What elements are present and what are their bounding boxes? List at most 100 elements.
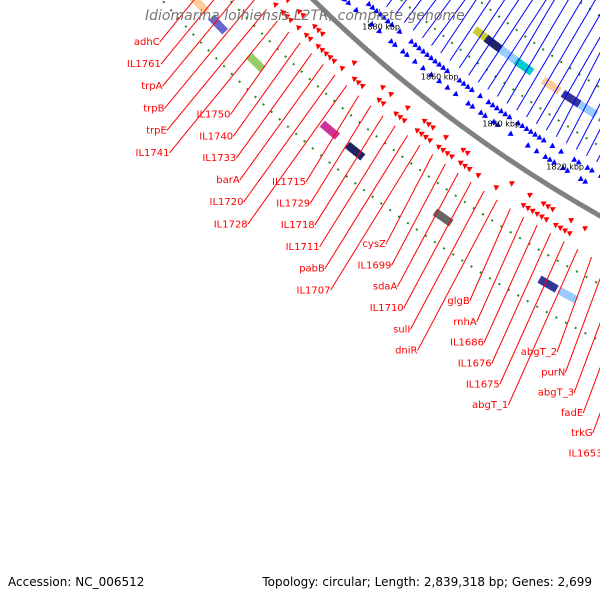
tick-label: 1880 kbp (362, 23, 400, 32)
leader-line (516, 0, 583, 111)
leader-line (169, 20, 278, 154)
leader-line (235, 53, 313, 159)
gene-arrow-102 (393, 111, 400, 117)
gene-arrow-86 (399, 48, 406, 54)
gene-arrow-191 (582, 226, 589, 232)
gene-arrow-126 (443, 134, 450, 141)
gene-arrow-47 (296, 9, 303, 15)
leader-line (232, 42, 301, 137)
gene-arrow-164 (527, 192, 533, 199)
gene-arrow-168 (571, 156, 578, 162)
gene-arrow-91 (419, 48, 426, 54)
gene-label: sdaA (373, 282, 398, 293)
gene-arrow-170 (534, 211, 541, 218)
gene-arrow-154 (536, 134, 543, 140)
leader-line (230, 31, 290, 115)
leader-line (164, 0, 255, 109)
gene-arrow-169 (564, 167, 571, 173)
gene-arrow-115 (418, 131, 425, 138)
grid-ring-3 (228, 0, 600, 286)
leader-line (506, 0, 569, 104)
gene-arrow-119 (430, 125, 437, 131)
gene-arrow-181 (552, 222, 559, 229)
gene-arrow-92 (411, 58, 418, 64)
gene-arrow-179 (588, 167, 595, 173)
gene-label: cysZ (362, 239, 386, 250)
gene-arrow-161 (558, 148, 564, 154)
grid-ring-4 (160, 0, 600, 342)
gene-arrow-104 (397, 114, 404, 121)
leader-line (526, 0, 596, 118)
gene-label: IL1750 (197, 110, 231, 121)
gene-arrow-141 (494, 121, 501, 127)
leader-line (469, 208, 511, 302)
leader-line (162, 0, 235, 87)
gene-arrow-122 (465, 100, 471, 106)
gene-arrow-140 (502, 110, 508, 117)
gene-label: pabB (299, 264, 325, 275)
gene-arrow-134 (493, 104, 500, 111)
gene-arrow-82 (391, 41, 398, 48)
genome-backbone (309, 0, 600, 219)
gene-arrow-75 (375, 27, 382, 34)
leader-line (247, 85, 348, 225)
leader-line (487, 0, 547, 90)
leader-line (319, 125, 396, 248)
gene-label: abgT_1 (472, 400, 508, 411)
gene-label: IL1733 (202, 153, 236, 164)
gene-label: trpA (141, 81, 162, 92)
gene-arrow-84 (360, 83, 366, 90)
gene-arrow-111 (414, 128, 421, 134)
gene-arrow-73 (380, 14, 387, 21)
gene-arrow-65 (319, 47, 326, 54)
gene-arrow-124 (469, 103, 476, 109)
gene-arrow-57 (345, 0, 351, 6)
leader-line (507, 248, 579, 406)
gene-arrow-89 (415, 45, 422, 51)
gene-arrow-128 (485, 98, 492, 105)
gene-label: IL1718 (281, 220, 315, 231)
gene-arrow-79 (396, 28, 403, 34)
gene-arrow-103 (440, 64, 446, 71)
feature-block-4 (245, 52, 266, 73)
gene-arrow-125 (436, 144, 442, 151)
gene-arrow-72 (331, 58, 338, 65)
gene-arrow-67 (323, 51, 330, 57)
leader-line (385, 0, 393, 8)
gene-arrow-163 (520, 203, 527, 209)
leader-line (409, 190, 485, 330)
leader-line (305, 95, 360, 183)
gene-arrow-138 (457, 160, 464, 167)
gene-label: IL1715 (272, 177, 306, 188)
gene-arrow-87 (412, 41, 418, 48)
gene-arrow-98 (419, 64, 426, 71)
gene-arrow-184 (562, 228, 569, 234)
gene-label: IL1675 (466, 379, 500, 390)
gene-arrow-133 (449, 154, 456, 160)
label-leaders (159, 0, 600, 434)
leader-line (385, 154, 434, 245)
gene-arrow-71 (368, 20, 374, 27)
gene-arrow-156 (533, 147, 540, 154)
gene-arrow-165 (525, 205, 532, 212)
feature-block-11 (483, 34, 505, 54)
gene-label: dniR (395, 346, 417, 357)
feature-tracks (189, 0, 600, 304)
leader-line (477, 0, 533, 83)
gene-arrow-78 (351, 60, 358, 67)
gene-arrow-113 (460, 80, 467, 86)
gene-arrow-152 (524, 142, 531, 148)
gene-arrow-171 (540, 201, 547, 207)
gene-arrow-112 (421, 118, 428, 125)
gene-label: purN (541, 367, 565, 378)
gene-arrow-64 (365, 0, 372, 7)
gene-arrow-54 (304, 32, 310, 39)
gene-arrow-129 (477, 109, 484, 115)
gene-arrow-174 (545, 204, 552, 210)
genome-summary-text: Topology: circular; Length: 2,839,318 bp… (261, 575, 592, 589)
gene-arrow-185 (568, 218, 575, 224)
feature-block-8 (319, 120, 341, 140)
gene-arrow-150 (527, 128, 534, 134)
gene-label: IL1729 (276, 199, 310, 210)
